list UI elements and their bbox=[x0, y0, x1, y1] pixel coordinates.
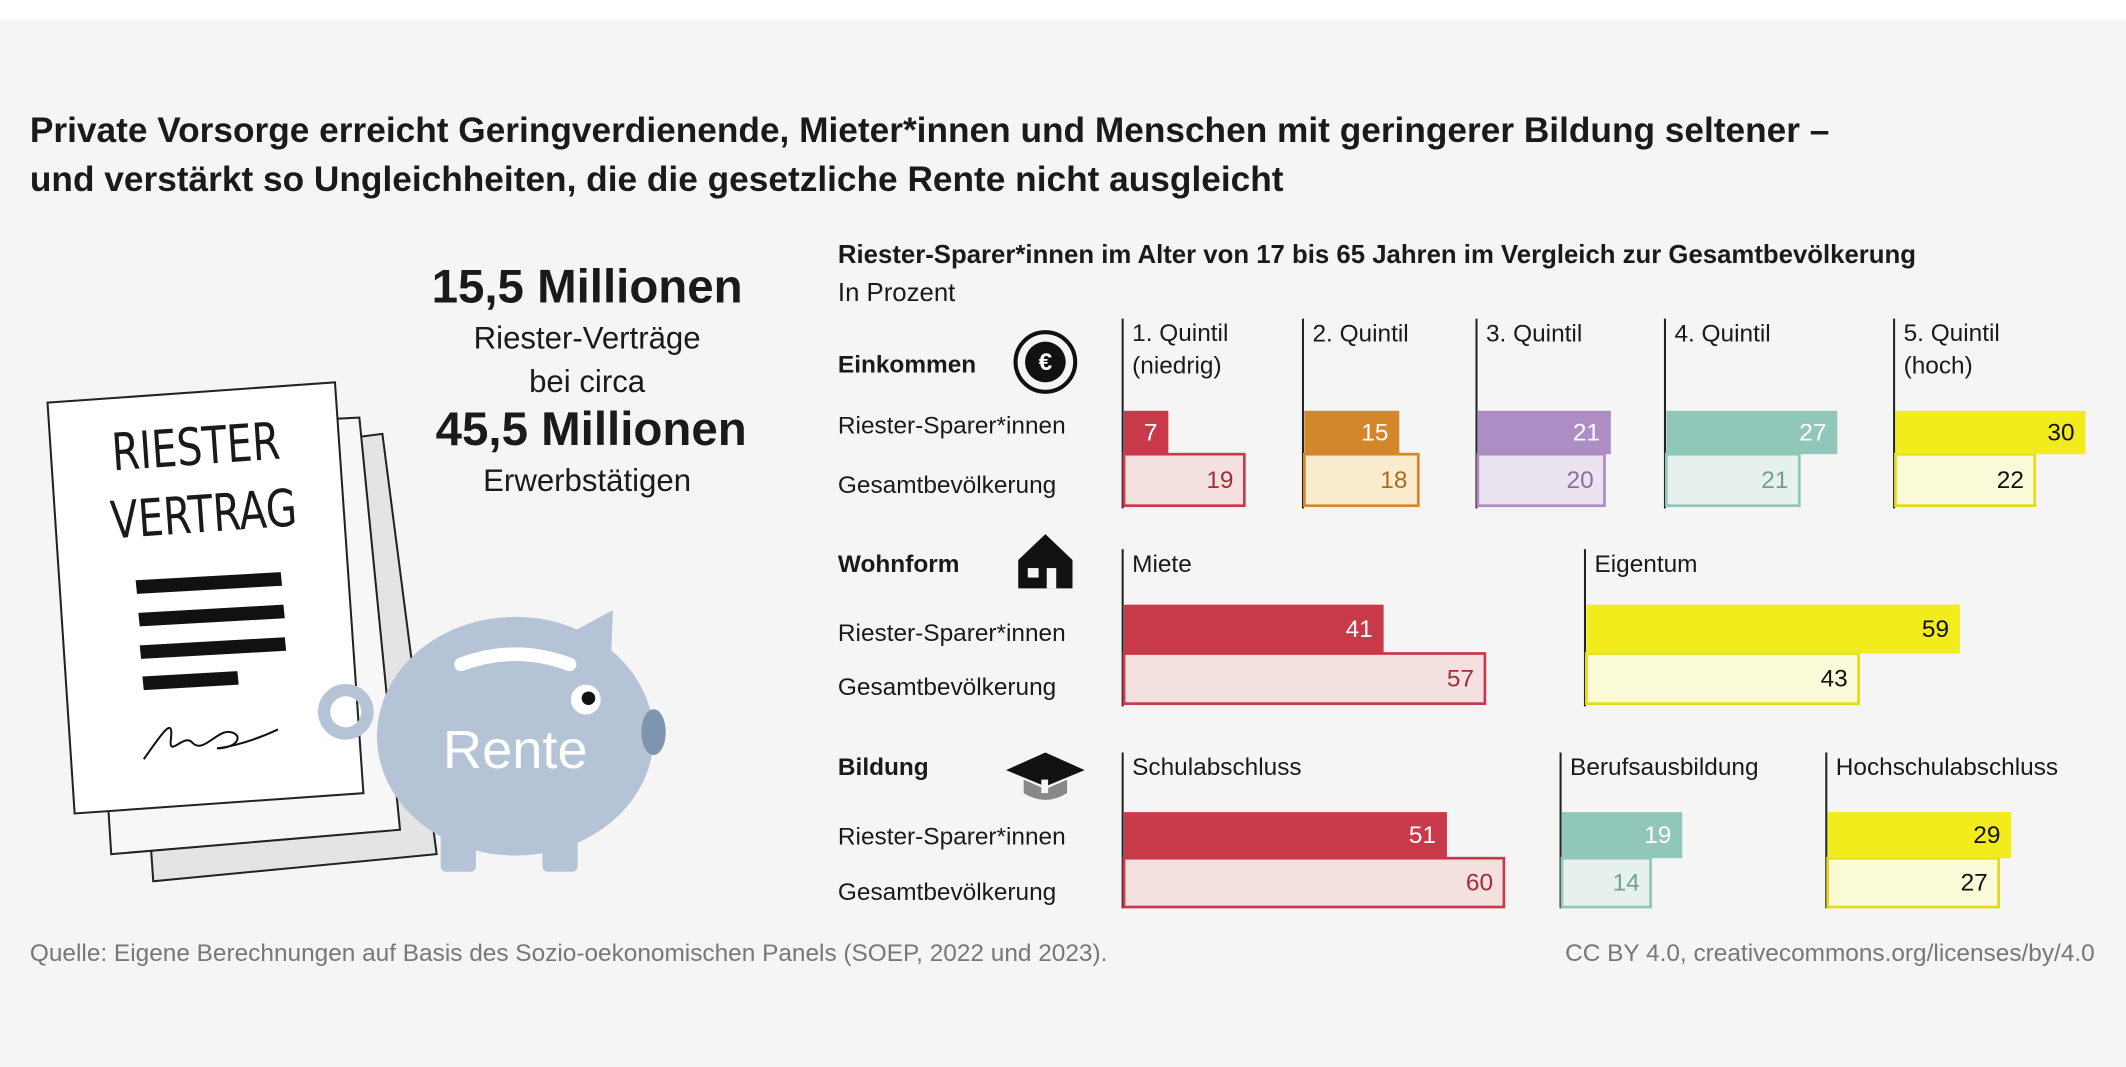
category-label: 5. Quintil (hoch) bbox=[1904, 320, 2000, 380]
bar bbox=[1827, 812, 2012, 859]
value-label: 51 bbox=[1409, 822, 1436, 849]
category-label: 4. Quintil bbox=[1674, 320, 1770, 347]
value-label: 57 bbox=[1447, 665, 1474, 692]
bar bbox=[1477, 410, 1611, 455]
value-label: 30 bbox=[2047, 419, 2074, 446]
bar bbox=[1895, 410, 2086, 455]
value-label: 19 bbox=[1206, 467, 1233, 494]
value-label: 7 bbox=[1144, 419, 1158, 446]
summary-number: 45,5 Millionen bbox=[436, 403, 747, 456]
legend-label: Gesamtbevölkerung bbox=[838, 879, 1056, 906]
bar bbox=[1124, 410, 1169, 455]
category-label: Hochschulabschluss bbox=[1836, 754, 2058, 781]
group-label: Einkommen bbox=[838, 352, 976, 379]
bar bbox=[1124, 604, 1384, 654]
value-label: 14 bbox=[1613, 869, 1640, 896]
bar bbox=[1122, 452, 1246, 508]
bar bbox=[1561, 812, 1683, 859]
bar bbox=[1584, 652, 1860, 706]
bar bbox=[1664, 452, 1801, 508]
bar bbox=[1586, 604, 1960, 654]
category-label: Berufsausbildung bbox=[1570, 754, 1758, 781]
bar bbox=[1122, 652, 1487, 706]
house-icon bbox=[1018, 534, 1073, 589]
legend-label: Riester-Sparer*innen bbox=[838, 413, 1066, 440]
value-label: 43 bbox=[1821, 665, 1848, 692]
bar bbox=[1304, 410, 1400, 455]
legend-label: Gesamtbevölkerung bbox=[838, 674, 1056, 701]
piggy-label: Rente bbox=[443, 720, 588, 780]
euro-icon: € bbox=[1013, 330, 1078, 394]
value-label: 20 bbox=[1567, 467, 1594, 494]
bar bbox=[1666, 410, 1838, 455]
value-label: 19 bbox=[1644, 822, 1671, 849]
summary-text: Riester-Verträge bbox=[474, 321, 701, 356]
value-label: 60 bbox=[1466, 869, 1493, 896]
category-label: Schulabschluss bbox=[1132, 754, 1301, 781]
value-label: 29 bbox=[1973, 822, 2000, 849]
value-label: 27 bbox=[1799, 419, 1826, 446]
figure-unit: In Prozent bbox=[838, 279, 955, 307]
bar bbox=[1122, 856, 1506, 909]
value-label: 27 bbox=[1961, 869, 1988, 896]
summary-text: bei circa bbox=[529, 364, 646, 399]
value-label: 41 bbox=[1346, 616, 1373, 643]
bar bbox=[1826, 856, 2000, 909]
value-label: 18 bbox=[1380, 467, 1407, 494]
figure-title: Riester-Sparer*innen im Alter von 17 bis… bbox=[838, 241, 1916, 269]
svg-text:€: € bbox=[1039, 349, 1053, 376]
piggy-illustration: Rente bbox=[317, 610, 666, 872]
value-label: 21 bbox=[1761, 467, 1788, 494]
category-label: 2. Quintil bbox=[1312, 320, 1408, 347]
value-label: 15 bbox=[1361, 419, 1388, 446]
group-label: Wohnform bbox=[838, 551, 959, 578]
document-text: VERTRAG bbox=[109, 478, 299, 551]
document-illustration: RIESTER VERTRAG bbox=[46, 381, 438, 883]
license: CC BY 4.0, creativecommons.org/licenses/… bbox=[1565, 940, 2095, 967]
category-label: Eigentum bbox=[1594, 551, 1697, 578]
value-label: 22 bbox=[1997, 467, 2024, 494]
value-label: 21 bbox=[1573, 419, 1600, 446]
category-label: 3. Quintil bbox=[1486, 320, 1582, 347]
legend-label: Riester-Sparer*innen bbox=[838, 620, 1066, 647]
legend-label: Gesamtbevölkerung bbox=[838, 472, 1056, 499]
source: Quelle: Eigene Berechnungen auf Basis de… bbox=[30, 940, 1108, 967]
graduation-cap-icon bbox=[1006, 752, 1085, 800]
title-line: Private Vorsorge erreicht Geringverdiene… bbox=[30, 111, 1830, 150]
value-label: 59 bbox=[1922, 616, 1949, 643]
group-label: Bildung bbox=[838, 754, 929, 781]
category-label: Miete bbox=[1132, 551, 1192, 578]
bar bbox=[1476, 452, 1606, 508]
bar bbox=[1124, 812, 1447, 859]
bar bbox=[1302, 452, 1420, 508]
category-label: 1. Quintil (niedrig) bbox=[1132, 320, 1228, 380]
summary-number: 15,5 Millionen bbox=[432, 261, 743, 314]
summary-text: Erwerbstätigen bbox=[483, 463, 691, 498]
title-line: und verstärkt so Ungleichheiten, die die… bbox=[30, 160, 1284, 199]
document-text: RIESTER bbox=[110, 411, 282, 483]
legend-label: Riester-Sparer*innen bbox=[838, 823, 1066, 850]
